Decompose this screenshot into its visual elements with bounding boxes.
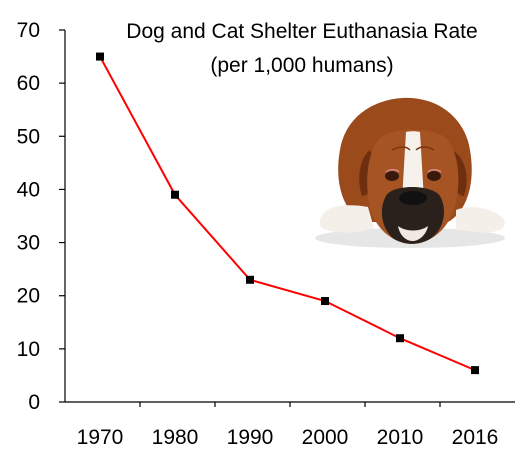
- data-point-2010: [396, 334, 404, 343]
- y-tick-label: 40: [17, 178, 40, 201]
- y-tick-label: 20: [17, 285, 40, 308]
- x-tick-label: 1990: [227, 426, 274, 449]
- x-tick-label: 2016: [452, 426, 499, 449]
- y-tick-label: 50: [17, 125, 40, 148]
- x-axis-ticks: 1970 1980 1990 2000 2010 2016: [77, 402, 499, 449]
- data-point-1980: [171, 190, 179, 199]
- data-point-2016: [471, 366, 479, 375]
- data-point-1990: [246, 275, 254, 284]
- data-point-1970: [96, 52, 104, 61]
- data-point-2000: [321, 297, 329, 306]
- chart-subtitle: (per 1,000 humans): [210, 54, 393, 77]
- x-tick-label: 2000: [302, 426, 349, 449]
- y-tick-label: 0: [28, 391, 40, 414]
- chart-title: Dog and Cat Shelter Euthanasia Rate: [126, 20, 477, 43]
- x-tick-label: 2010: [377, 426, 424, 449]
- y-tick-label: 70: [17, 19, 40, 42]
- series-layer: [96, 52, 479, 375]
- y-tick-label: 60: [17, 72, 40, 95]
- y-axis-ticks: 0 10 20 30 40 50 60 70: [17, 19, 65, 414]
- series-line: [99, 56, 476, 372]
- x-tick-label: 1970: [77, 426, 124, 449]
- boxer-dog-icon: [315, 97, 505, 248]
- y-tick-label: 30: [17, 232, 40, 255]
- y-tick-label: 10: [17, 338, 40, 361]
- x-tick-label: 1980: [152, 426, 199, 449]
